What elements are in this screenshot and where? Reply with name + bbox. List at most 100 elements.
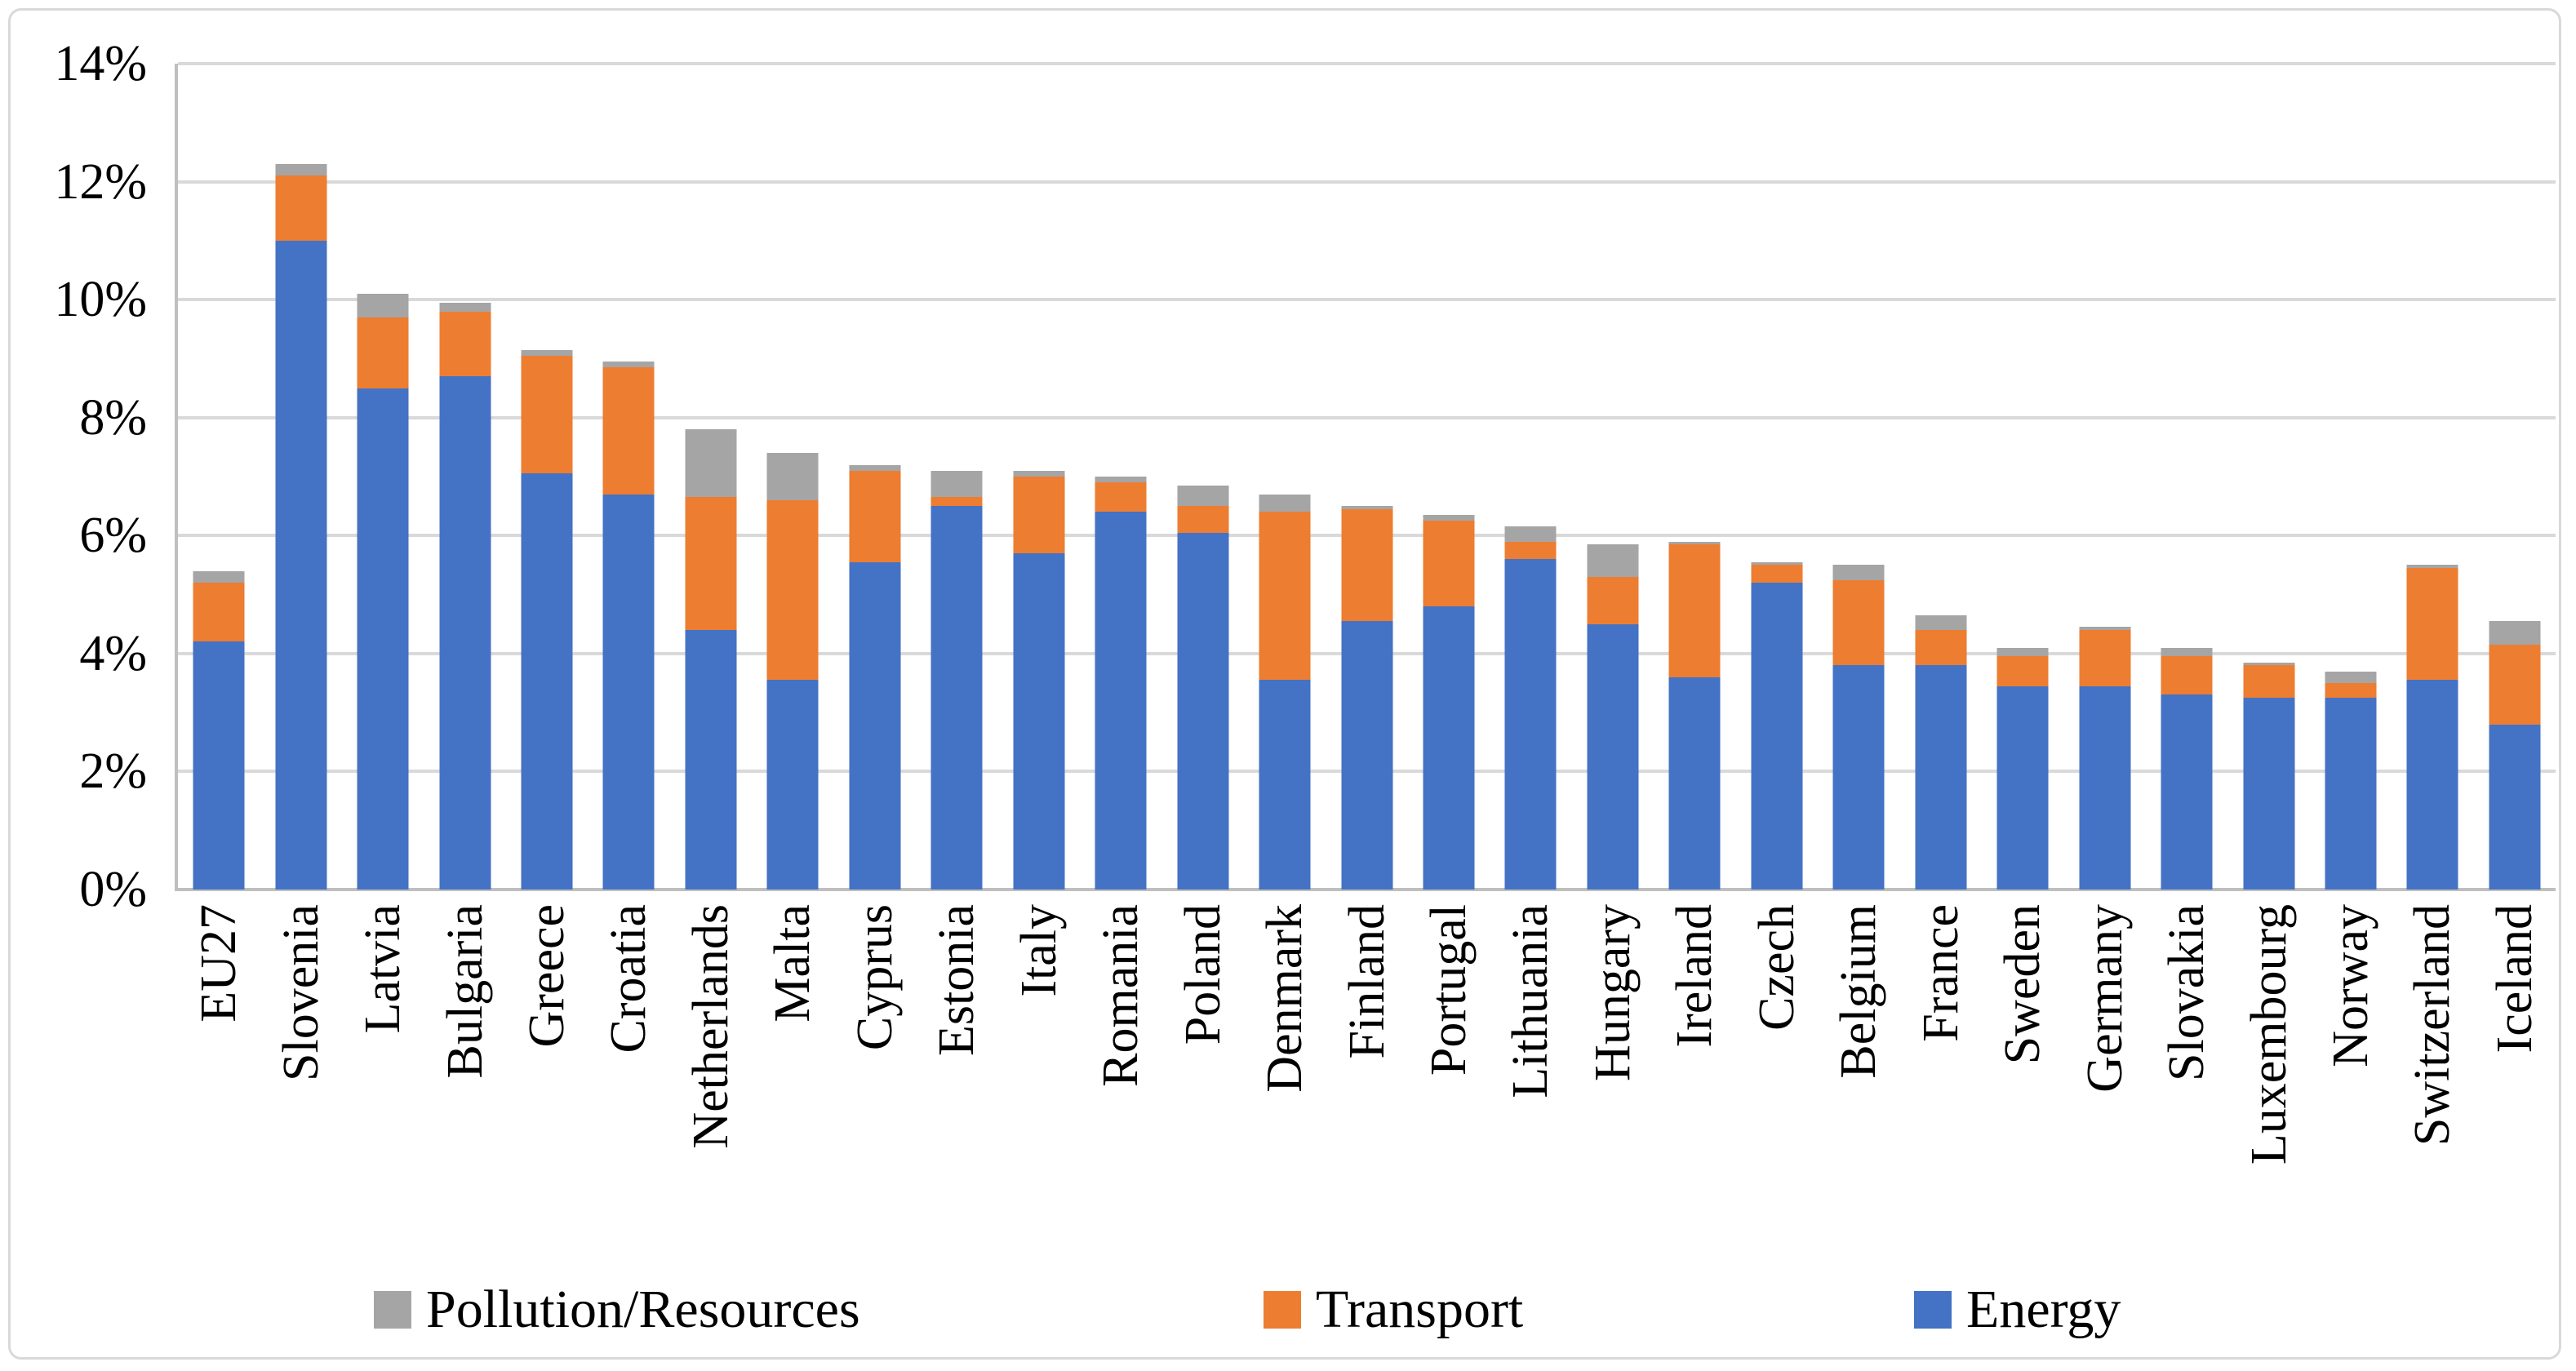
bar-column-ireland (1654, 64, 1735, 890)
bar-column-france (1900, 64, 1982, 890)
bar-segment-croatia-energy (602, 494, 655, 890)
bar-column-finland (1326, 64, 1407, 890)
x-label-estonia: Estonia (929, 904, 985, 1056)
bar-segment-belgium-energy (1832, 665, 1885, 890)
bar-stack-luxembourg (2243, 662, 2295, 890)
bar-column-slovakia (2146, 64, 2227, 890)
x-axis-line (178, 888, 2556, 891)
bar-stack-denmark (1259, 494, 1311, 890)
x-label-cell-italy: Italy (998, 904, 1080, 1255)
x-label-cell-greece: Greece (506, 904, 588, 1255)
x-label-greece: Greece (519, 904, 575, 1048)
x-label-portugal: Portugal (1421, 904, 1477, 1076)
bar-segment-romania-energy (1095, 512, 1147, 890)
y-tick-label-4pct: 4% (79, 625, 147, 681)
bar-stack-latvia (357, 293, 409, 890)
bar-column-croatia (588, 64, 669, 890)
bar-segment-denmark-energy (1259, 680, 1311, 890)
x-label-cell-bulgaria: Bulgaria (424, 904, 505, 1255)
x-label-cell-latvia: Latvia (342, 904, 424, 1255)
x-label-croatia: Croatia (601, 904, 657, 1054)
bar-segment-norway-transport (2325, 683, 2377, 699)
bar-column-poland (1161, 64, 1243, 890)
bar-stack-netherlands (685, 429, 737, 890)
bar-segment-belgium-pollution-resources (1832, 565, 1885, 580)
x-label-finland: Finland (1339, 904, 1395, 1059)
legend: Pollution/Resources Transport Energy (0, 1273, 2576, 1347)
bar-column-estonia (916, 64, 997, 890)
bar-stack-italy (1013, 470, 1065, 890)
x-label-cell-poland: Poland (1161, 904, 1243, 1255)
bar-stack-portugal (1423, 515, 1475, 890)
x-axis-category-labels: EU27 Slovenia Latvia Bulgaria Greece Croatia N… (178, 904, 2556, 1255)
bar-segment-italy-transport (1013, 477, 1065, 553)
bar-stack-iceland (2489, 621, 2541, 890)
bar-segment-lithuania-energy (1504, 559, 1557, 890)
bar-segment-cyprus-transport (849, 470, 901, 562)
bar-stack-malta (766, 453, 819, 890)
legend-swatch-energy (1914, 1291, 1952, 1329)
x-label-italy: Italy (1010, 904, 1067, 997)
x-label-cyprus: Cyprus (846, 904, 903, 1051)
bar-segment-malta-pollution-resources (766, 453, 819, 500)
bar-segment-germany-pollution-resources (2079, 627, 2131, 630)
bar-segment-iceland-energy (2489, 724, 2541, 890)
legend-label-pollution-resources: Pollution/Resources (426, 1280, 860, 1339)
y-tick-label-0pct: 0% (79, 862, 147, 917)
bar-segment-poland-pollution-resources (1177, 485, 1229, 507)
gridline-14pct (178, 62, 2556, 65)
x-label-cell-norway: Norway (2310, 904, 2392, 1255)
bar-stack-czech (1751, 561, 1803, 890)
gridline-12pct (178, 180, 2556, 184)
bar-segment-poland-transport (1177, 506, 1229, 533)
bar-column-romania (1080, 64, 1161, 890)
bar-segment-lithuania-transport (1504, 541, 1557, 560)
bar-stack-switzerland (2406, 565, 2458, 890)
bar-stack-lithuania (1504, 526, 1557, 890)
bar-segment-hungary-transport (1587, 576, 1639, 624)
bar-segment-bulgaria-energy (439, 376, 491, 890)
bar-segment-sweden-energy (1996, 686, 2049, 890)
gridline-10pct (178, 298, 2556, 302)
bar-segment-greece-transport (521, 355, 573, 474)
y-tick-label-10pct: 10% (54, 272, 147, 328)
bars-container (178, 64, 2556, 890)
x-label-denmark: Denmark (1257, 904, 1313, 1093)
bar-segment-norway-energy (2325, 698, 2377, 890)
bar-stack-cyprus (849, 464, 901, 890)
bar-segment-portugal-pollution-resources (1423, 515, 1475, 521)
x-label-cell-france: France (1900, 904, 1982, 1255)
bar-segment-france-pollution-resources (1915, 615, 1967, 630)
x-label-france: France (1912, 904, 1969, 1042)
bar-segment-norway-pollution-resources (2325, 671, 2377, 684)
bar-segment-eu27-pollution-resources (193, 570, 245, 583)
bar-segment-germany-energy (2079, 686, 2131, 890)
plot-area (175, 62, 2556, 891)
bar-column-eu27 (178, 64, 260, 890)
bar-segment-finland-transport (1341, 508, 1393, 622)
bar-column-malta (752, 64, 833, 890)
x-label-cell-czech: Czech (1736, 904, 1818, 1255)
x-label-cell-netherlands: Netherlands (670, 904, 752, 1255)
bar-stack-hungary (1587, 544, 1639, 890)
x-label-malta: Malta (765, 904, 821, 1023)
bar-stack-norway (2325, 671, 2377, 890)
bar-stack-ireland (1668, 541, 1721, 890)
x-label-netherlands: Netherlands (682, 904, 739, 1149)
bar-segment-ireland-energy (1668, 677, 1721, 890)
x-label-cell-germany: Germany (2063, 904, 2145, 1255)
bar-segment-denmark-pollution-resources (1259, 494, 1311, 512)
x-label-latvia: Latvia (355, 904, 411, 1034)
bar-segment-ireland-pollution-resources (1668, 541, 1721, 545)
legend-swatch-pollution-resources (374, 1291, 411, 1329)
bar-column-belgium (1818, 64, 1899, 890)
bar-segment-slovenia-transport (275, 175, 327, 241)
bar-column-norway (2310, 64, 2392, 890)
x-label-cell-estonia: Estonia (916, 904, 997, 1255)
bar-segment-portugal-transport (1423, 521, 1475, 607)
x-label-iceland: Iceland (2486, 904, 2543, 1054)
x-label-lithuania: Lithuania (1503, 904, 1559, 1098)
bar-column-denmark (1244, 64, 1326, 890)
y-tick-label-2pct: 2% (79, 743, 147, 800)
